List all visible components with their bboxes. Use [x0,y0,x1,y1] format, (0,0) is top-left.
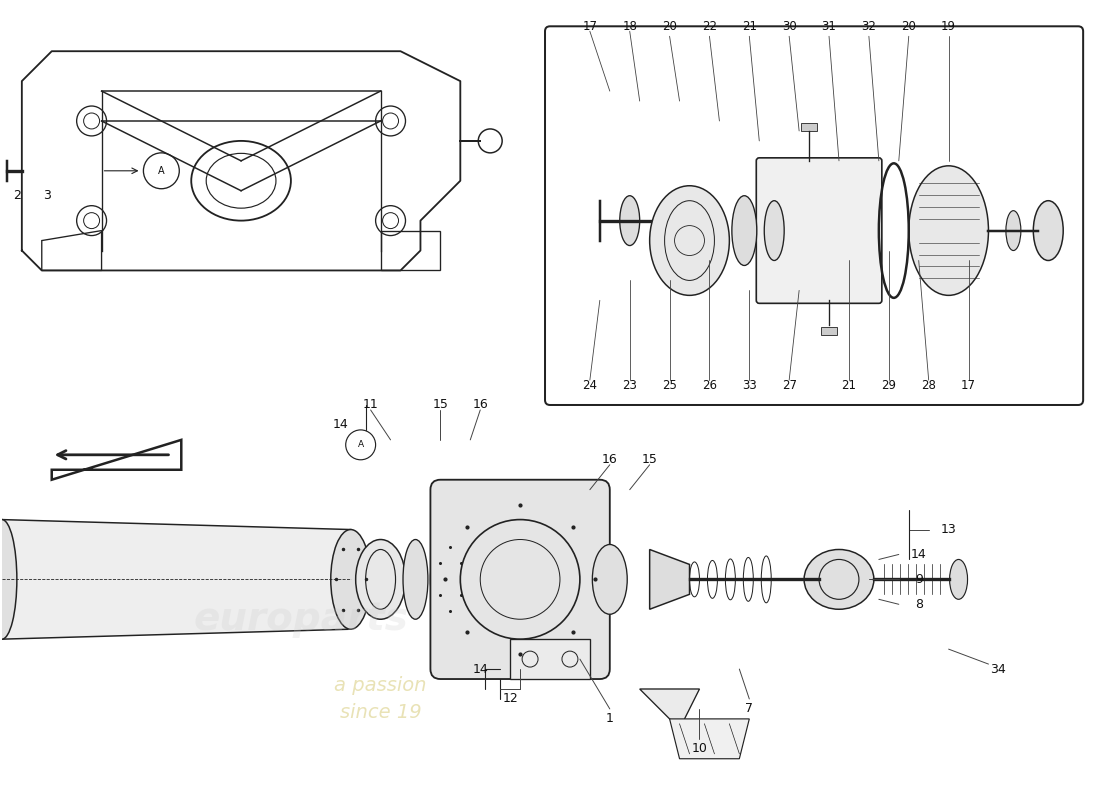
Ellipse shape [804,550,873,610]
Text: 15: 15 [641,454,658,466]
Ellipse shape [909,166,989,295]
Text: 28: 28 [921,378,936,391]
Text: 20: 20 [662,20,676,33]
FancyBboxPatch shape [757,158,882,303]
FancyBboxPatch shape [430,480,609,679]
Ellipse shape [949,559,968,599]
Text: 13: 13 [940,523,957,536]
Polygon shape [510,639,590,679]
Text: 21: 21 [741,20,757,33]
Text: 27: 27 [782,378,796,391]
Ellipse shape [593,545,627,614]
Text: 16: 16 [602,454,618,466]
Text: 14: 14 [333,418,349,431]
Ellipse shape [732,196,757,266]
Text: 12: 12 [503,693,518,706]
Ellipse shape [1005,210,1021,250]
Text: 15: 15 [432,398,449,411]
Polygon shape [640,689,700,729]
Text: 33: 33 [741,378,757,391]
Text: 32: 32 [861,20,877,33]
Text: 34: 34 [991,662,1006,675]
Text: a passion
since 19: a passion since 19 [334,676,427,722]
Polygon shape [52,440,182,480]
Text: 3: 3 [43,190,51,202]
Bar [821,327,837,335]
Text: 2: 2 [13,190,21,202]
Text: 1: 1 [606,712,614,726]
Text: 18: 18 [623,20,637,33]
Ellipse shape [355,539,406,619]
Polygon shape [670,719,749,758]
Text: 17: 17 [582,20,597,33]
Text: 14: 14 [472,662,488,675]
Text: A: A [158,166,165,176]
Text: 31: 31 [822,20,836,33]
Ellipse shape [403,539,428,619]
Ellipse shape [764,201,784,261]
Text: 9: 9 [915,573,923,586]
Text: 17: 17 [961,378,976,391]
Text: 8: 8 [915,598,923,610]
Text: 16: 16 [472,398,488,411]
Text: 20: 20 [901,20,916,33]
Ellipse shape [650,186,729,295]
Ellipse shape [0,519,16,639]
Text: 23: 23 [623,378,637,391]
Polygon shape [650,550,690,610]
Text: 21: 21 [842,378,857,391]
Text: 29: 29 [881,378,896,391]
Text: 14: 14 [911,548,926,561]
Polygon shape [2,519,351,639]
Text: 7: 7 [746,702,754,715]
Bar [801,123,817,131]
Ellipse shape [430,534,471,624]
Text: 26: 26 [702,378,717,391]
Ellipse shape [331,530,371,630]
Text: 25: 25 [662,378,676,391]
Text: 30: 30 [782,20,796,33]
Text: A: A [358,440,364,450]
Text: 24: 24 [582,378,597,391]
Text: 10: 10 [692,742,707,755]
Text: 19: 19 [942,20,956,33]
Ellipse shape [1033,201,1064,261]
Ellipse shape [619,196,640,246]
Text: 22: 22 [702,20,717,33]
Text: europarts: europarts [194,600,408,638]
Text: 11: 11 [363,398,378,411]
